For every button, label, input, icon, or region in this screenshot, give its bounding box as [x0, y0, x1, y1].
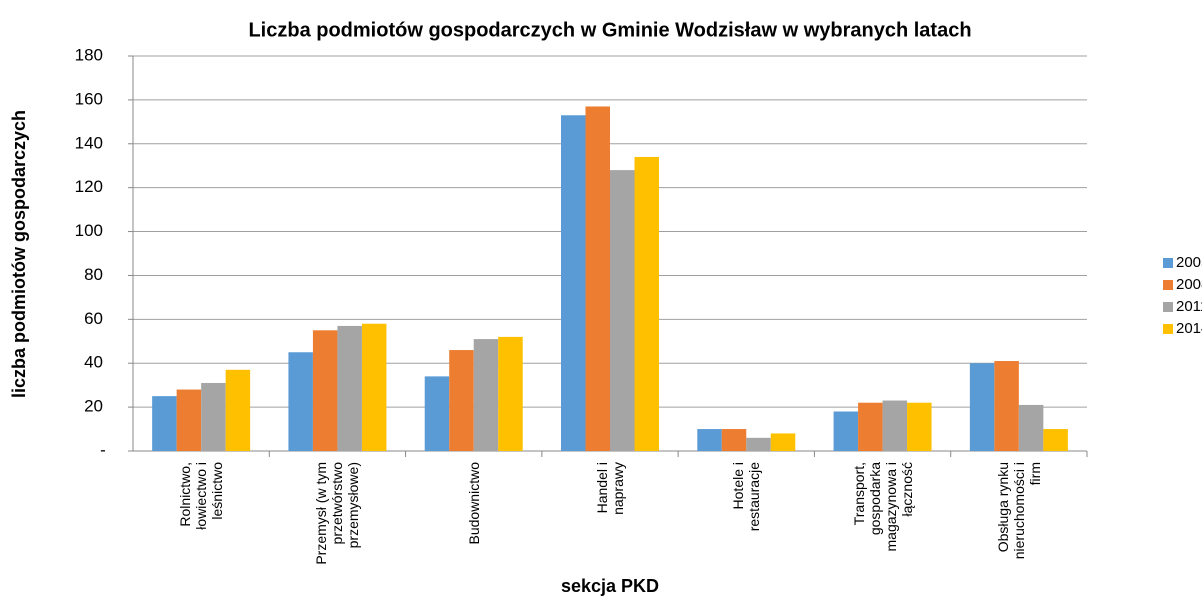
bar [746, 437, 771, 451]
bar [770, 433, 796, 451]
x-tick-label: Transport, gospodarka magazynowa i łączn… [850, 462, 915, 552]
legend-swatch [1163, 302, 1173, 312]
bar [907, 402, 932, 451]
legend-swatch [1163, 258, 1173, 268]
bar [1018, 404, 1044, 451]
chart-title: Liczba podmiotów gospodarczych w Gminie … [248, 19, 971, 41]
x-tick-label: Obsługa rynku nieruchomości i firm [994, 462, 1043, 560]
y-tick-label: 80 [84, 265, 103, 284]
bar [610, 170, 635, 451]
y-tick-label: 140 [75, 133, 103, 152]
bar [473, 339, 499, 451]
bar [152, 396, 177, 451]
legend-swatch [1163, 324, 1173, 334]
bar [969, 363, 995, 451]
y-tick-label: 20 [84, 397, 103, 416]
y-tick-label: 120 [75, 177, 103, 196]
legend-label: 2011 [1176, 298, 1202, 315]
y-tick-label: 180 [75, 45, 103, 64]
y-tick-label: 60 [84, 309, 103, 328]
y-tick-label: 160 [75, 89, 103, 108]
y-tick-label: - [100, 440, 106, 459]
x-tick-label: Przemysł (w tym przetwórstwo przemysłowe… [313, 462, 362, 565]
y-tick-label: 100 [75, 221, 103, 240]
bar [634, 156, 659, 451]
bar [561, 115, 586, 451]
bar [424, 376, 450, 451]
bar [585, 106, 610, 451]
x-tick-label: Budownictwo [465, 462, 482, 545]
legend-label: 2008 [1176, 276, 1202, 293]
bar [176, 389, 202, 451]
bar [994, 361, 1019, 451]
legend-label: 2005 [1176, 254, 1202, 271]
bar [449, 350, 474, 451]
bar [312, 330, 338, 451]
x-tick-label: Hotele i restauracje [730, 462, 763, 532]
bar [1043, 429, 1068, 451]
x-axis-label: sekcja PKD [561, 576, 659, 596]
bar [833, 411, 859, 451]
x-tick-label: Handel i naprawy [594, 462, 626, 515]
bar [697, 429, 722, 451]
bar [288, 352, 313, 451]
bar [721, 429, 747, 451]
bar [858, 402, 883, 451]
y-tick-label: 40 [84, 353, 103, 372]
bar [201, 382, 226, 451]
y-axis-label: liczba podmiotów gospodarczych [9, 110, 29, 398]
legend-swatch [1163, 280, 1173, 290]
bar [882, 400, 908, 451]
bar [225, 369, 251, 451]
bar [498, 336, 523, 451]
bar [337, 325, 362, 451]
bar [361, 323, 387, 451]
x-tick-label: Rolnictwo, łowiectwo i leśnictwo [177, 462, 226, 530]
